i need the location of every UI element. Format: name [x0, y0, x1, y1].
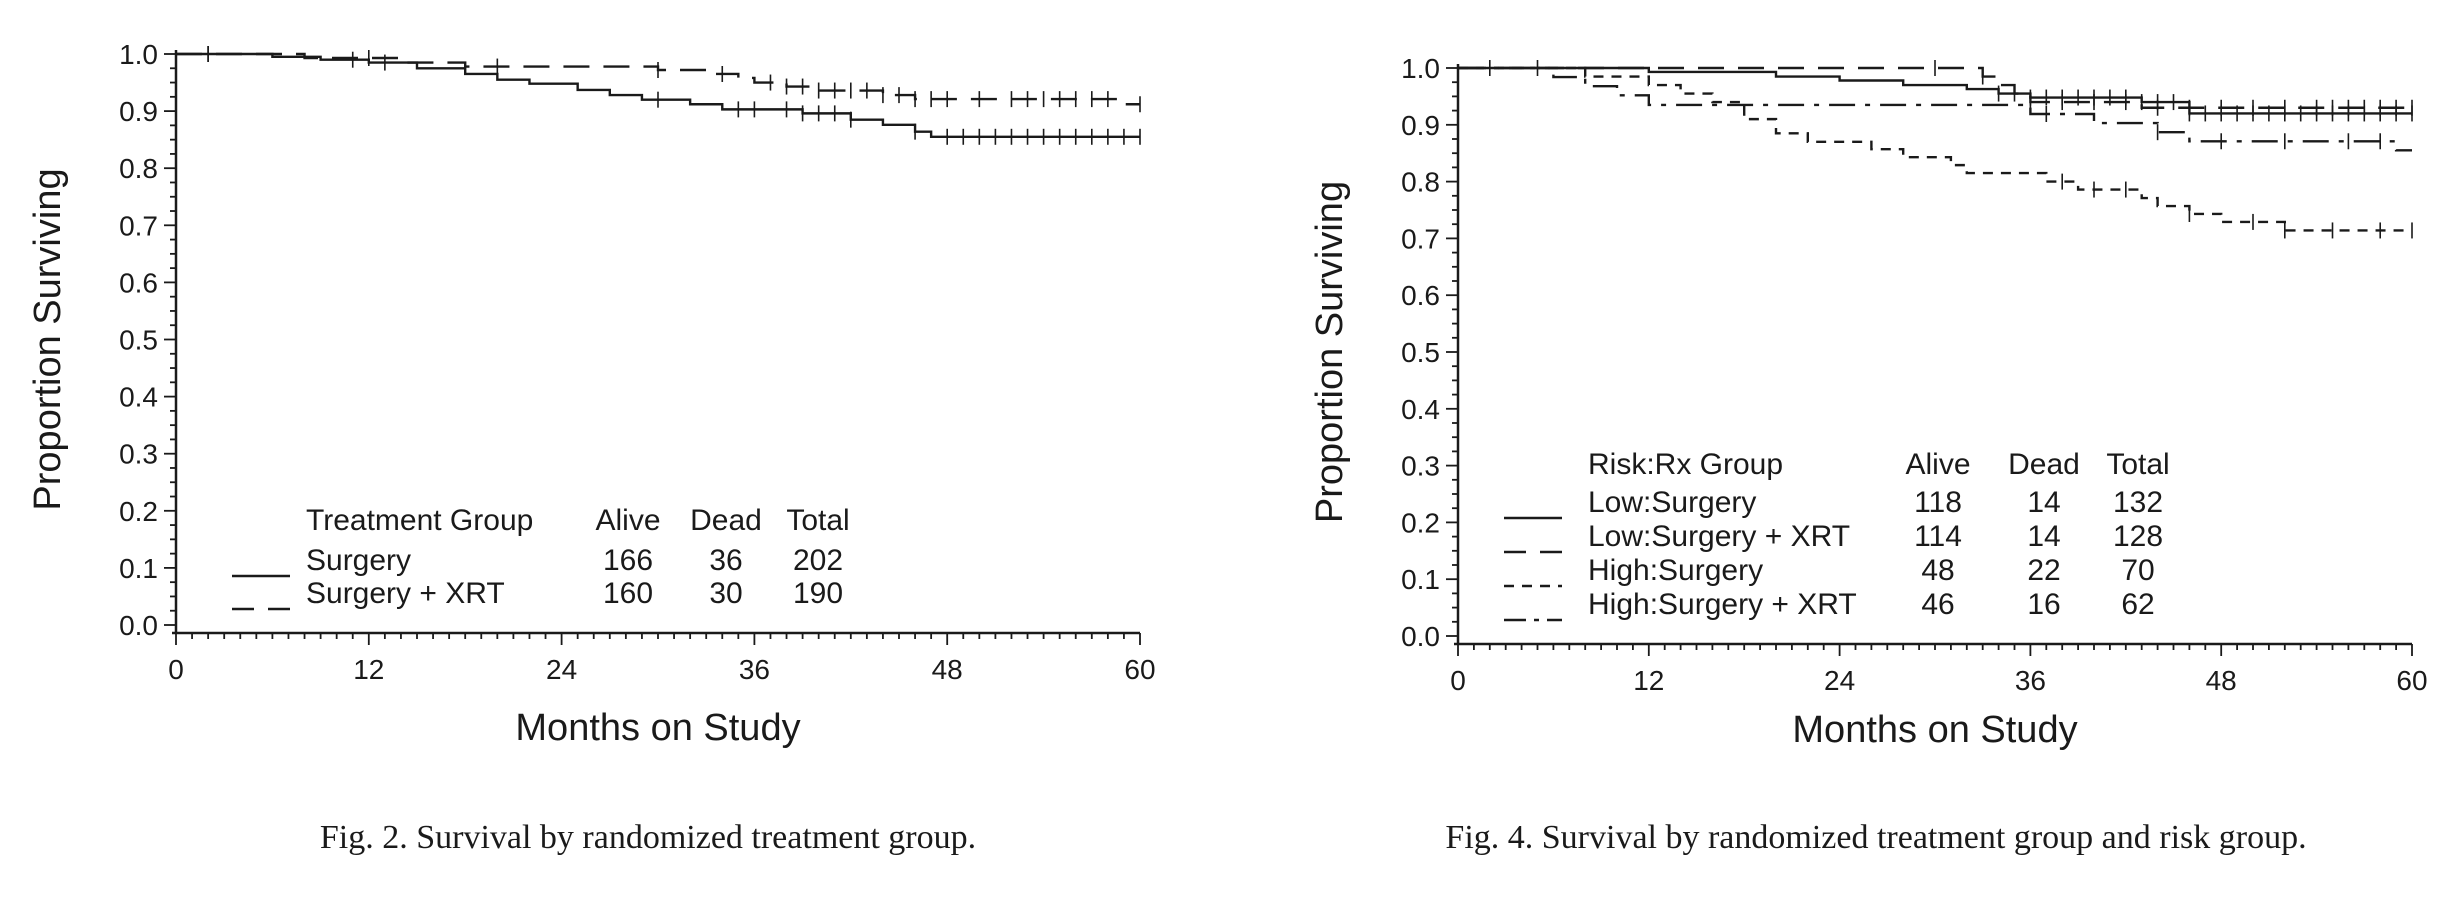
y-axis-label: Proportion Surviving	[1309, 181, 1351, 523]
legend-header: Total	[786, 504, 849, 537]
y-tick-label: 0.2	[1401, 507, 1440, 538]
legend-dead: 14	[2027, 486, 2060, 519]
x-axis-label: Months on Study	[1792, 709, 2077, 751]
y-tick-label: 0.0	[1401, 621, 1440, 652]
y-tick-label: 0.8	[1401, 167, 1440, 198]
legend-alive: 118	[1914, 486, 1962, 519]
series-line-surgery-xrt	[176, 52, 1140, 106]
x-tick-label: 60	[2396, 665, 2427, 696]
legend-label: High:Surgery	[1588, 554, 1763, 587]
figure-caption: Fig. 2. Survival by randomized treatment…	[320, 819, 976, 856]
y-tick-label: 0.1	[1401, 564, 1440, 595]
x-tick-label: 12	[1633, 665, 1664, 696]
x-axis-label: Months on Study	[515, 707, 800, 749]
legend-header: Alive	[595, 504, 660, 537]
y-tick-label: 0.3	[1401, 451, 1440, 482]
legend-alive: 48	[1921, 554, 1954, 587]
series-line-high-surgery	[1458, 66, 2412, 232]
y-axis-label: Proportion Surviving	[27, 168, 69, 510]
chart-fig2: 0 12 24 36 48 60 0.0 0.1 0.2 0.3 0.4 0.5 0.6 0.7 0.8 0.…	[27, 39, 1156, 856]
legend-alive: 166	[603, 544, 653, 577]
y-tick-label: 0.6	[119, 267, 158, 298]
legend-header: Total	[2106, 448, 2169, 481]
x-tick-label: 12	[353, 654, 384, 685]
legend-dead: 22	[2027, 554, 2060, 587]
y-tick-label: 0.9	[119, 96, 158, 127]
y-tick-label: 0.2	[119, 496, 158, 527]
y-tick-label: 0.3	[119, 439, 158, 470]
y-tick-label: 0.7	[119, 210, 158, 241]
legend-label: Low:Surgery + XRT	[1588, 520, 1850, 553]
y-tick-label: 0.6	[1401, 280, 1440, 311]
legend-header: Dead	[2008, 448, 2080, 481]
x-tick-label: 60	[1124, 654, 1155, 685]
legend-label: Low:Surgery	[1588, 486, 1756, 519]
legend-alive: 160	[603, 577, 653, 610]
x-tick-label: 48	[932, 654, 963, 685]
legend-label: Surgery	[306, 544, 411, 577]
legend-dead: 30	[709, 577, 742, 610]
y-tick-label: 0.8	[119, 153, 158, 184]
legend-dead: 14	[2027, 520, 2060, 553]
y-tick-label: 0.0	[119, 610, 158, 641]
legend-total: 190	[793, 577, 843, 610]
legend-total: 70	[2121, 554, 2154, 587]
legend-label: Surgery + XRT	[306, 577, 505, 610]
y-tick-label: 0.1	[119, 553, 158, 584]
y-tick-label: 1.0	[119, 39, 158, 70]
y-tick-label: 0.9	[1401, 110, 1440, 141]
legend-header: Treatment Group	[306, 504, 533, 537]
y-tick-label: 0.4	[1401, 394, 1440, 425]
x-tick-label: 24	[546, 654, 577, 685]
legend-header: Risk:Rx Group	[1588, 448, 1783, 481]
legend-total: 62	[2121, 588, 2154, 621]
legend-total: 132	[2113, 486, 2163, 519]
x-tick-label: 0	[168, 654, 184, 685]
y-tick-label: 0.5	[119, 325, 158, 356]
y-tick-label: 0.4	[119, 382, 158, 413]
legend-total: 202	[793, 544, 843, 577]
legend-header: Dead	[690, 504, 762, 537]
x-tick-label: 24	[1824, 665, 1855, 696]
chart-fig4: 0 12 24 36 48 60 0.0 0.1 0.2 0.3 0.4 0.5 0.6 0.7 0.8 0.…	[1309, 53, 2428, 856]
legend: Treatment Group Alive Dead Total Surgery 166 3…	[232, 504, 850, 611]
legend: Risk:Rx Group Alive Dead Total Low:Surgery 11…	[1504, 448, 2170, 622]
legend-header: Alive	[1905, 448, 1970, 481]
x-tick-label: 36	[739, 654, 770, 685]
figure-caption: Fig. 4. Survival by randomized treatment…	[1445, 819, 2306, 856]
legend-dead: 16	[2027, 588, 2060, 621]
x-tick-label: 36	[2015, 665, 2046, 696]
x-tick-label: 48	[2206, 665, 2237, 696]
legend-dead: 36	[709, 544, 742, 577]
legend-total: 128	[2113, 520, 2163, 553]
series-line-high-surgery-xrt	[1458, 66, 2412, 152]
legend-alive: 114	[1914, 520, 1962, 553]
legend-label: High:Surgery + XRT	[1588, 588, 1857, 621]
legend-alive: 46	[1921, 588, 1954, 621]
x-tick-label: 0	[1450, 665, 1466, 696]
y-tick-label: 0.5	[1401, 337, 1440, 368]
y-tick-label: 0.7	[1401, 223, 1440, 254]
y-tick-label: 1.0	[1401, 53, 1440, 84]
